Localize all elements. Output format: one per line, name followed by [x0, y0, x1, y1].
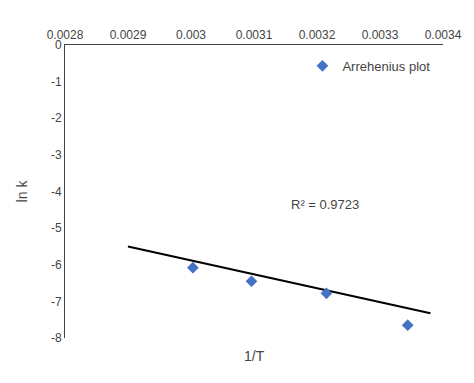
svg-text:0: 0	[55, 38, 62, 52]
svg-text:-5: -5	[51, 221, 62, 235]
svg-text:0.0034: 0.0034	[425, 28, 462, 42]
svg-text:R² = 0.9723: R² = 0.9723	[291, 197, 359, 212]
svg-text:0.0029: 0.0029	[110, 28, 147, 42]
svg-text:-1: -1	[51, 75, 62, 89]
svg-text:ln k: ln k	[14, 180, 30, 203]
svg-text:-2: -2	[51, 111, 62, 125]
svg-text:0.0033: 0.0033	[362, 28, 399, 42]
svg-text:-6: -6	[51, 258, 62, 272]
svg-text:0.003: 0.003	[176, 28, 206, 42]
svg-text:-3: -3	[51, 148, 62, 162]
svg-text:0.0032: 0.0032	[299, 28, 336, 42]
svg-text:-7: -7	[51, 295, 62, 309]
svg-text:Arrehenius plot: Arrehenius plot	[342, 59, 430, 74]
svg-text:0.0028: 0.0028	[47, 28, 84, 42]
svg-text:-4: -4	[51, 185, 62, 199]
svg-text:1/T: 1/T	[244, 348, 265, 364]
svg-text:-8: -8	[51, 331, 62, 345]
svg-text:0.0031: 0.0031	[236, 28, 273, 42]
